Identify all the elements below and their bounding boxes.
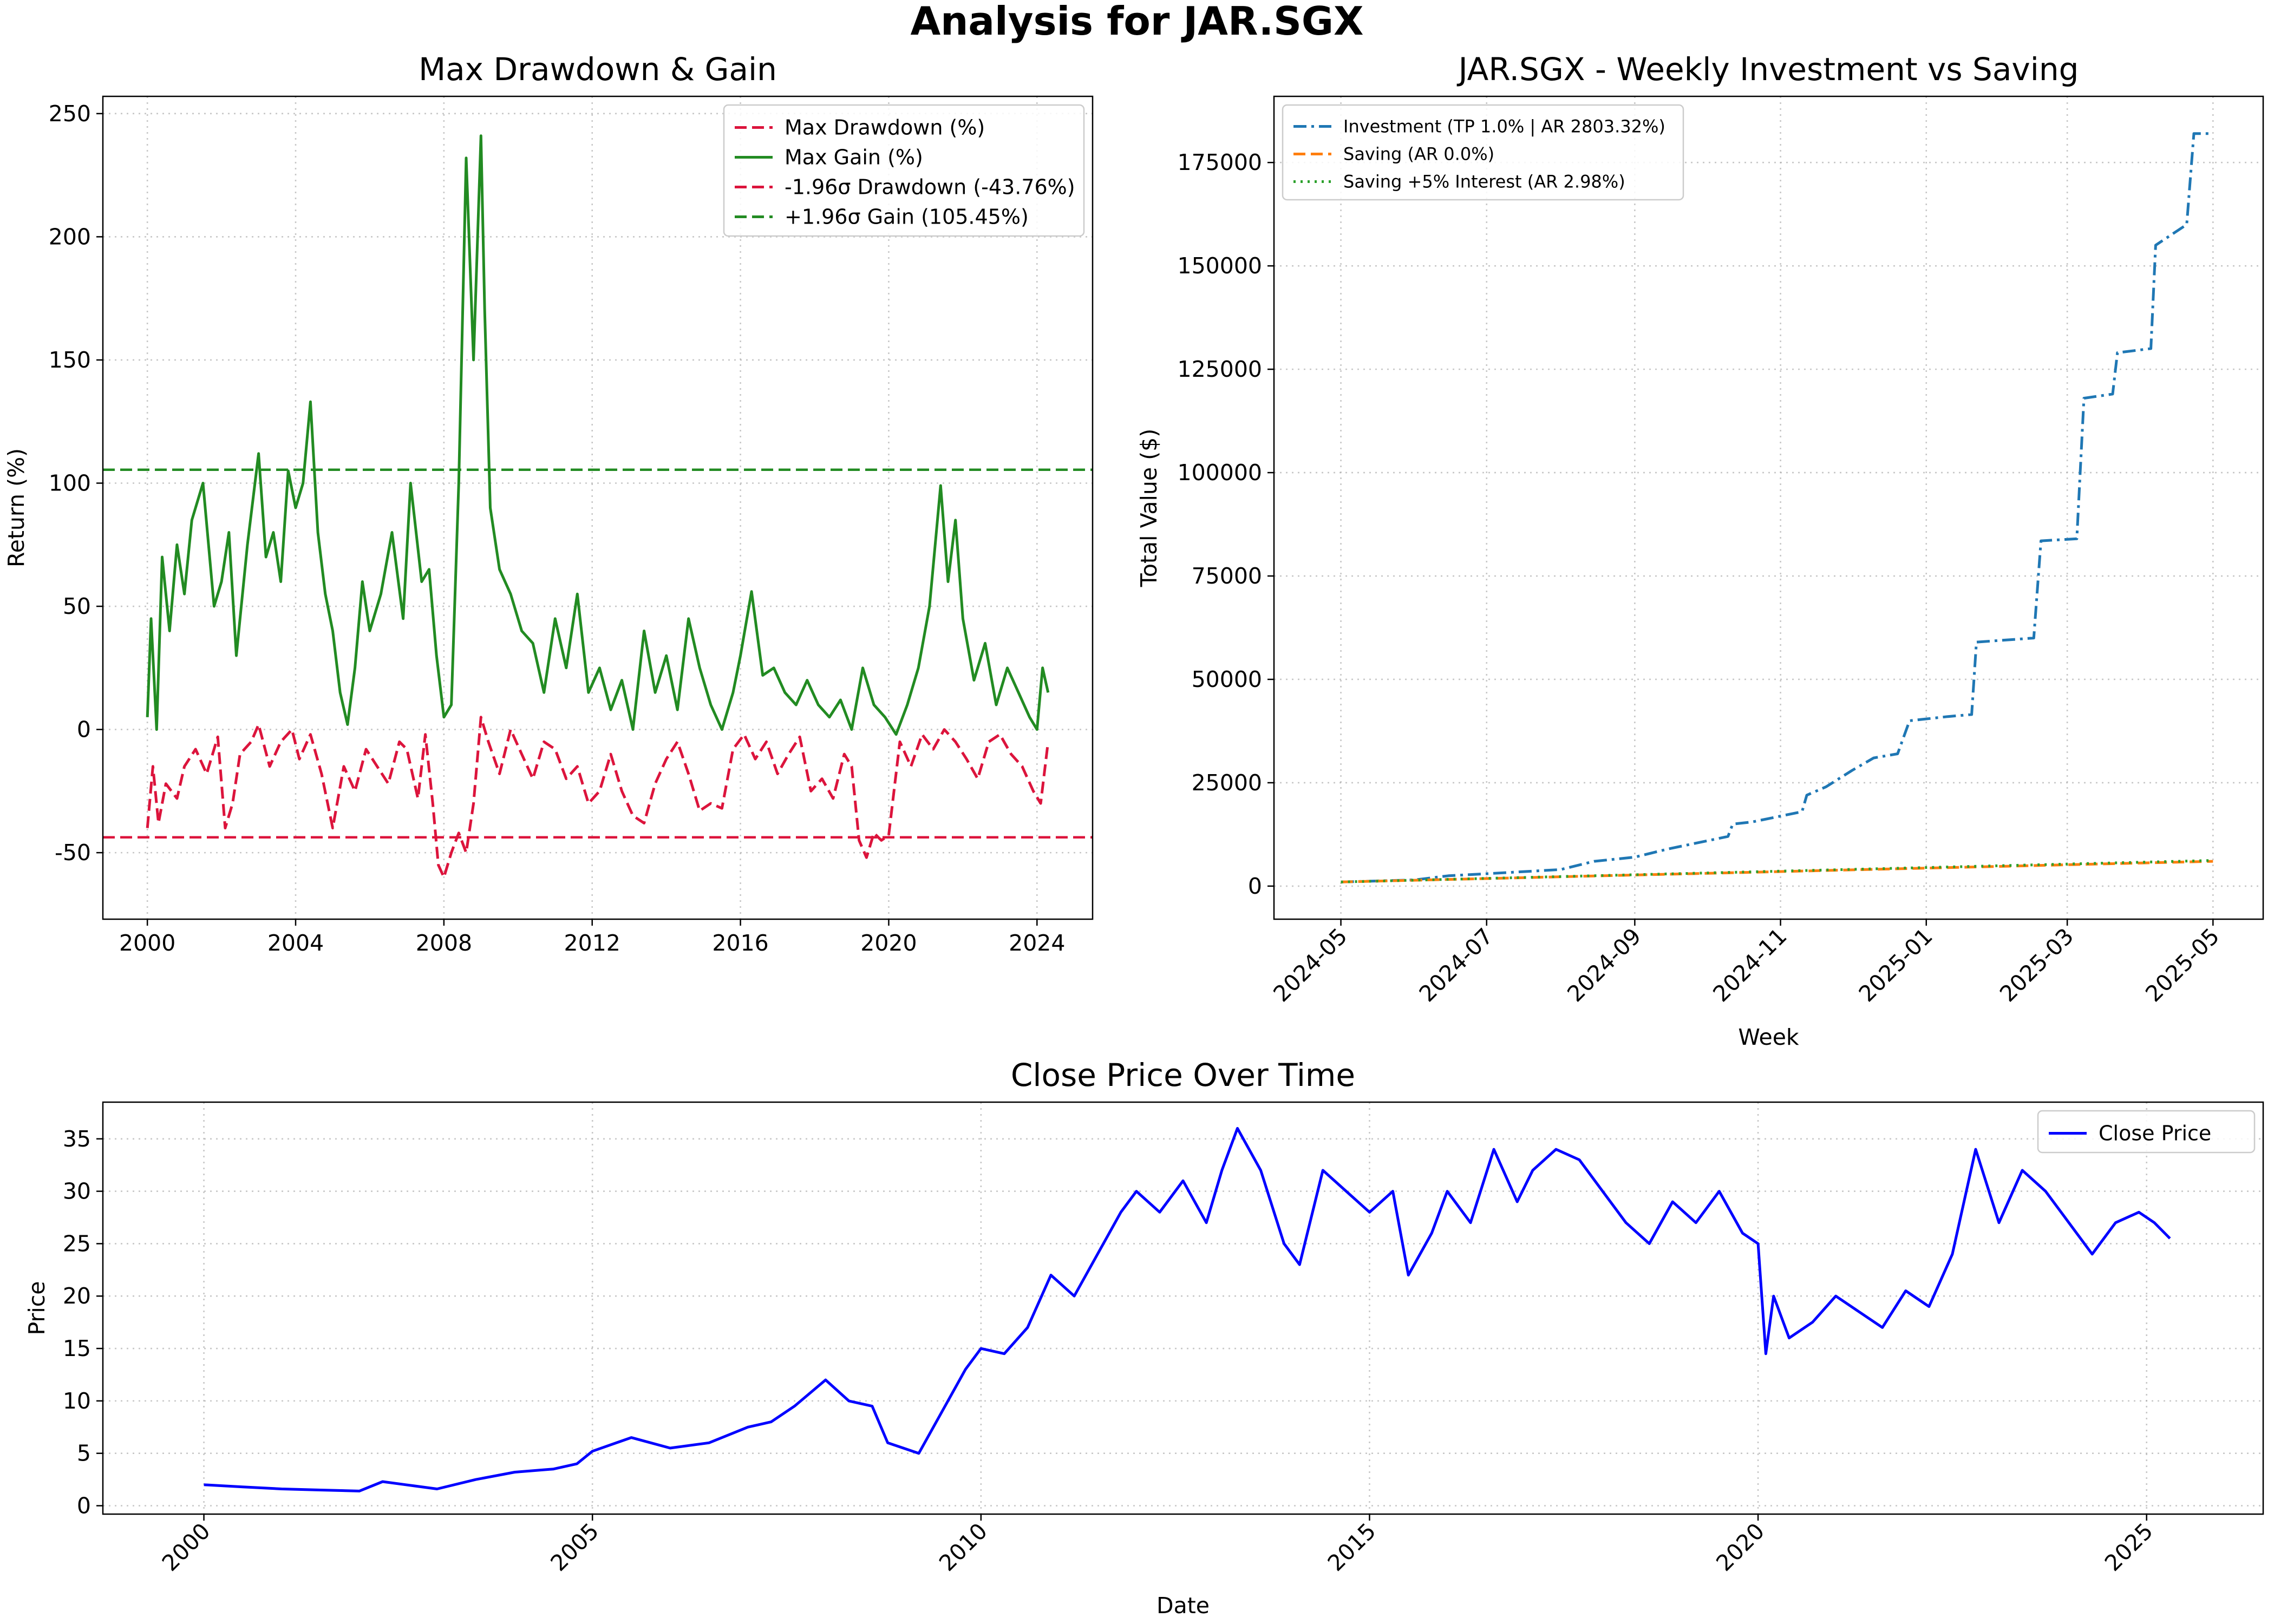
plot-area bbox=[1341, 132, 2213, 883]
x-tick-label: 2024-09 bbox=[1562, 923, 1646, 1007]
x-tick-label: 2024 bbox=[1009, 930, 1065, 956]
series-line-0 bbox=[1341, 132, 2213, 883]
series-line-0 bbox=[204, 1127, 2171, 1492]
x-tick-label: 2020 bbox=[860, 930, 917, 956]
y-tick-label: 250 bbox=[49, 101, 91, 127]
x-tick-label: 2010 bbox=[934, 1518, 992, 1576]
y-tick-label: 150000 bbox=[1177, 253, 1262, 279]
legend: Investment (TP 1.0% | AR 2803.32%) Saving… bbox=[1282, 104, 1684, 201]
legend-entry: -1.96σ Drawdown (-43.76%) bbox=[785, 175, 1075, 199]
x-tick-label: 2016 bbox=[712, 930, 768, 956]
y-tick-label: 50000 bbox=[1192, 666, 1262, 692]
y-tick-label: 175000 bbox=[1177, 149, 1262, 175]
legend-entry: Close Price bbox=[2099, 1122, 2211, 1145]
y-tick-label: 30 bbox=[63, 1178, 91, 1204]
y-tick-label: 0 bbox=[77, 1493, 91, 1519]
legend: Close Price bbox=[2037, 1110, 2256, 1154]
x-tick-label: 2024-11 bbox=[1708, 923, 1792, 1007]
y-tick-label: 0 bbox=[1248, 873, 1262, 899]
investment-vs-saving-chart: 2024-05 2024-07 2024-09 2024-11 2025-01 2025-… bbox=[1136, 51, 2264, 1050]
legend: Max Drawdown (%) Max Gain (%) -1.96σ Drawd… bbox=[723, 104, 1085, 237]
axes-frame bbox=[102, 95, 1094, 920]
gridlines bbox=[103, 1102, 2263, 1514]
y-tick-label: 35 bbox=[63, 1126, 91, 1152]
y-tick-label: 15 bbox=[63, 1335, 91, 1361]
y-tick-label: 150 bbox=[49, 347, 91, 373]
y-tick-label: 0 bbox=[77, 717, 91, 743]
x-tick-label: 2024-05 bbox=[1269, 923, 1352, 1007]
y-tick-label: 10 bbox=[63, 1388, 91, 1414]
chart-title: Close Price Over Time bbox=[1011, 1057, 1355, 1093]
y-tick-label: 25 bbox=[63, 1230, 91, 1256]
x-tick-label: 2025 bbox=[2100, 1518, 2158, 1576]
series-line-1 bbox=[146, 134, 1050, 736]
x-tick-label: 2004 bbox=[267, 930, 324, 956]
y-axis-label: Price bbox=[24, 1281, 50, 1335]
x-tick-label: 2020 bbox=[1711, 1518, 1769, 1576]
legend-entry: Saving (AR 0.0%) bbox=[1343, 144, 1494, 165]
x-tick-label: 2015 bbox=[1323, 1518, 1381, 1576]
legend-entry: Investment (TP 1.0% | AR 2803.32%) bbox=[1343, 116, 1665, 137]
x-tick-label: 2005 bbox=[546, 1518, 604, 1576]
y-axis-label: Return (%) bbox=[3, 448, 29, 567]
chart-title: Max Drawdown & Gain bbox=[419, 51, 777, 88]
series-line-0 bbox=[146, 716, 1050, 879]
legend-entry: Saving +5% Interest (AR 2.98%) bbox=[1343, 172, 1625, 192]
y-axis-label: Total Value ($) bbox=[1136, 429, 1162, 588]
legend-box bbox=[2037, 1110, 2256, 1154]
y-tick-label: 200 bbox=[49, 224, 91, 250]
axes-frame bbox=[102, 1101, 2264, 1515]
x-tick-label: 2024-07 bbox=[1414, 923, 1498, 1007]
y-tick-label: 100 bbox=[49, 470, 91, 496]
legend-box bbox=[723, 104, 1085, 237]
gridlines bbox=[1274, 96, 2263, 919]
figure-title: Analysis for JAR.SGX bbox=[910, 0, 1363, 44]
x-tick-label: 2025-01 bbox=[1854, 923, 1938, 1007]
x-tick-label: 2025-05 bbox=[2140, 923, 2224, 1007]
y-tick-label: 125000 bbox=[1177, 356, 1262, 382]
x-tick-label: 2025-03 bbox=[1995, 923, 2079, 1007]
x-tick-label: 2000 bbox=[157, 1518, 215, 1576]
legend-entry: Max Drawdown (%) bbox=[785, 116, 985, 140]
x-axis-label: Date bbox=[1156, 1593, 1210, 1619]
x-tick-label: 2008 bbox=[416, 930, 472, 956]
x-axis-label: Week bbox=[1738, 1024, 1799, 1050]
y-tick-label: 25000 bbox=[1192, 770, 1262, 796]
close-price-chart: 2000 2005 2010 2015 2020 202505101520253035Cl… bbox=[24, 1057, 2264, 1619]
legend-entry: Max Gain (%) bbox=[785, 146, 923, 169]
series-line-2 bbox=[1341, 859, 2213, 883]
axes-frame bbox=[1273, 95, 2264, 920]
chart-title: JAR.SGX - Weekly Investment vs Saving bbox=[1457, 51, 2079, 88]
legend-entry: +1.96σ Gain (105.45%) bbox=[785, 205, 1029, 229]
y-tick-label: 20 bbox=[63, 1283, 91, 1309]
y-tick-label: 5 bbox=[77, 1440, 91, 1466]
plot-area bbox=[204, 1127, 2171, 1492]
x-tick-label: 2000 bbox=[119, 930, 175, 956]
y-tick-label: 100000 bbox=[1177, 460, 1262, 486]
legend-box bbox=[1282, 104, 1684, 201]
series-line-1 bbox=[1341, 860, 2213, 883]
y-tick-label: 50 bbox=[63, 593, 91, 619]
y-tick-label: 75000 bbox=[1192, 563, 1262, 589]
y-tick-label: -50 bbox=[55, 840, 91, 866]
plot-area bbox=[103, 134, 1093, 879]
x-tick-label: 2012 bbox=[564, 930, 620, 956]
drawdown-gain-chart: 2000 2004 2008 2012 2016 2020 2024 -50 0 50 100 150… bbox=[3, 51, 1094, 956]
